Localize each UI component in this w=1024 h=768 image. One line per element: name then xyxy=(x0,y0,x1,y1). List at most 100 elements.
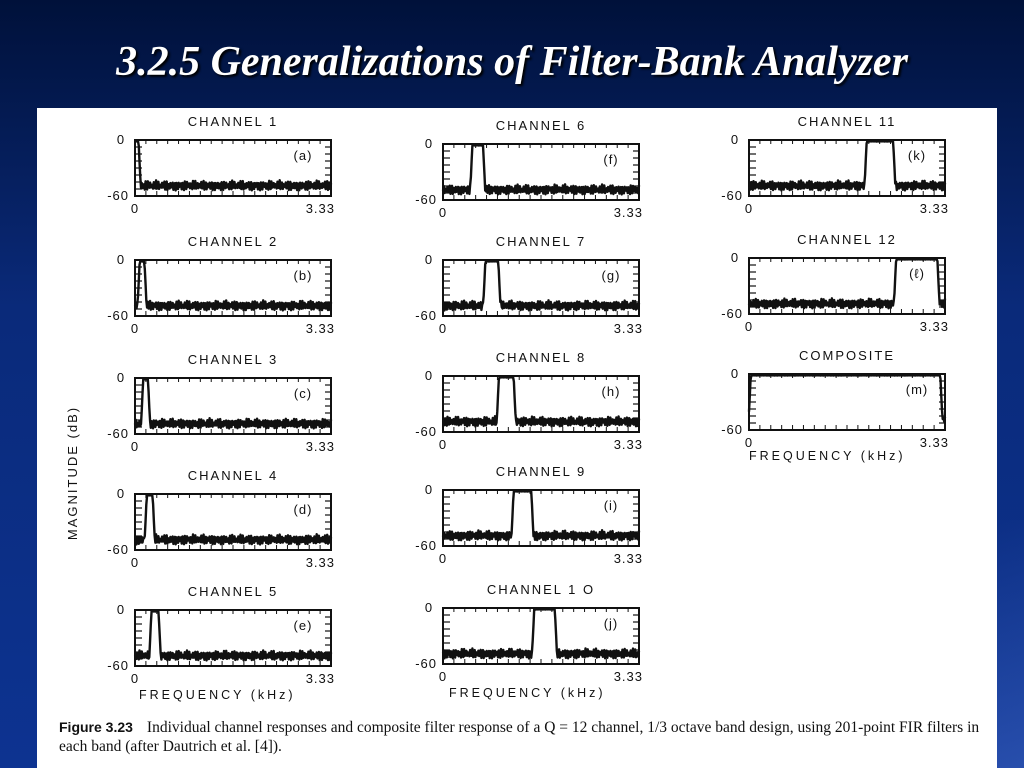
x-tick-label-end: 3.33 xyxy=(614,669,643,684)
panel-label: (a) xyxy=(294,148,313,163)
y-tick-label-bottom: -60 xyxy=(721,422,743,437)
x-axis-label-col3: FREQUENCY (kHz) xyxy=(749,449,906,463)
y-tick-label-bottom: -60 xyxy=(107,426,129,441)
caption-label: Figure 3.23 xyxy=(59,719,133,735)
channel-panel-12: CHANNEL 120-600 3.33(ℓ) xyxy=(721,232,949,334)
y-tick-label-bottom: -60 xyxy=(107,188,129,203)
x-tick-label-start: 0 xyxy=(131,201,139,216)
figure-caption: Figure 3.23 Individual channel responses … xyxy=(59,718,989,756)
response-curve xyxy=(134,139,333,192)
x-tick-label-end: 3.33 xyxy=(920,319,949,334)
channel-panel-9: CHANNEL 90-600 3.33(i) xyxy=(415,464,642,566)
x-tick-label-start: 0 xyxy=(439,551,447,566)
response-curve xyxy=(133,259,333,312)
x-axis-label-col1: FREQUENCY (kHz) xyxy=(139,688,296,702)
y-tick-label-top: 0 xyxy=(117,132,125,147)
y-tick-label-bottom: -60 xyxy=(415,538,437,553)
x-tick-label-end: 3.33 xyxy=(306,439,335,454)
filter-bank-figure: MAGNITUDE (dB) FREQUENCY (kHz) FREQUENCY… xyxy=(65,114,949,702)
channel-panel-10: CHANNEL 1 O0-600 3.33(j) xyxy=(415,582,643,684)
x-tick-label-start: 0 xyxy=(439,437,447,452)
response-curve xyxy=(747,257,947,310)
y-tick-label-bottom: -60 xyxy=(107,658,129,673)
channel-title: CHANNEL 12 xyxy=(797,232,897,247)
y-tick-label-top: 0 xyxy=(425,482,433,497)
response-curve xyxy=(441,375,641,428)
panel-label: (c) xyxy=(294,386,312,401)
channel-title: CHANNEL 2 xyxy=(188,234,278,249)
y-tick-label-top: 0 xyxy=(731,132,739,147)
panel-label: (g) xyxy=(602,268,621,283)
panel-label: (b) xyxy=(294,268,313,283)
x-tick-label-end: 3.33 xyxy=(920,435,949,450)
y-tick-label-top: 0 xyxy=(117,370,125,385)
slide-title: 3.2.5 Generalizations of Filter-Bank Ana… xyxy=(116,39,908,85)
channel-panel-4: CHANNEL 40-600 3.33(d) xyxy=(107,468,335,570)
response-curve xyxy=(133,609,333,662)
response-curve xyxy=(441,143,641,196)
panel-label: (h) xyxy=(602,384,621,399)
y-tick-label-top: 0 xyxy=(425,368,433,383)
channel-title: CHANNEL 7 xyxy=(496,234,586,249)
channel-title: CHANNEL 8 xyxy=(496,350,586,365)
caption-text: Individual channel responses and composi… xyxy=(59,719,980,755)
y-tick-label-top: 0 xyxy=(425,252,433,267)
x-tick-label-end: 3.33 xyxy=(614,437,643,452)
x-tick-label-end: 3.33 xyxy=(920,201,949,216)
panel-label: (d) xyxy=(294,502,313,517)
channel-panel-11: CHANNEL 110-600 3.33(k) xyxy=(721,114,949,216)
channel-title: CHANNEL 9 xyxy=(496,464,586,479)
x-tick-label-start: 0 xyxy=(131,321,139,336)
response-curve xyxy=(747,139,947,192)
channel-title: CHANNEL 6 xyxy=(496,118,586,133)
y-axis-label: MAGNITUDE (dB) xyxy=(65,406,80,540)
channel-title: CHANNEL 1 O xyxy=(487,582,595,597)
y-tick-label-top: 0 xyxy=(425,136,433,151)
panel-label: (ℓ) xyxy=(909,266,925,281)
x-tick-label-end: 3.33 xyxy=(306,201,335,216)
channel-title: CHANNEL 1 xyxy=(188,114,278,129)
channel-panel-5: CHANNEL 50-600 3.33(e) xyxy=(107,584,335,686)
x-tick-label-start: 0 xyxy=(131,555,139,570)
channel-panel-3: CHANNEL 30-600 3.33(c) xyxy=(107,352,335,454)
x-tick-label-end: 3.33 xyxy=(614,321,643,336)
x-tick-label-end: 3.33 xyxy=(306,671,335,686)
response-curve xyxy=(441,607,641,660)
panel-label: (k) xyxy=(908,148,926,163)
response-curve xyxy=(441,259,641,312)
y-tick-label-top: 0 xyxy=(117,486,125,501)
response-curve xyxy=(133,377,333,430)
x-tick-label-end: 3.33 xyxy=(306,321,335,336)
panel-label: (f) xyxy=(603,152,618,167)
y-tick-label-bottom: -60 xyxy=(415,656,437,671)
panel-label: (m) xyxy=(906,382,929,397)
figure-panel: MAGNITUDE (dB) FREQUENCY (kHz) FREQUENCY… xyxy=(37,108,997,768)
y-tick-label-top: 0 xyxy=(425,600,433,615)
y-tick-label-bottom: -60 xyxy=(415,192,437,207)
channel-title: CHANNEL 3 xyxy=(188,352,278,367)
channel-panel-6: CHANNEL 60-600 3.33(f) xyxy=(415,118,642,220)
channel-title: COMPOSITE xyxy=(799,348,895,363)
y-tick-label-top: 0 xyxy=(117,252,125,267)
channel-panel-2: CHANNEL 20-600 3.33(b) xyxy=(107,234,335,336)
y-tick-label-bottom: -60 xyxy=(721,188,743,203)
response-curve xyxy=(133,493,333,546)
y-tick-label-top: 0 xyxy=(731,366,739,381)
y-tick-label-bottom: -60 xyxy=(107,308,129,323)
x-axis-label-col2: FREQUENCY (kHz) xyxy=(449,686,606,700)
x-tick-label-start: 0 xyxy=(745,435,753,450)
x-tick-label-end: 3.33 xyxy=(306,555,335,570)
x-tick-label-start: 0 xyxy=(439,321,447,336)
x-tick-label-start: 0 xyxy=(131,671,139,686)
y-tick-label-bottom: -60 xyxy=(107,542,129,557)
panel-label: (j) xyxy=(604,616,619,631)
y-tick-label-top: 0 xyxy=(731,250,739,265)
channel-panel-7: CHANNEL 70-600 3.33(g) xyxy=(415,234,643,336)
response-curve xyxy=(441,489,641,542)
panel-label: (i) xyxy=(604,498,619,513)
y-tick-label-bottom: -60 xyxy=(415,308,437,323)
channel-title: CHANNEL 4 xyxy=(188,468,278,483)
channel-panel-1: CHANNEL 10-600 3.33(a) xyxy=(107,114,335,216)
x-tick-label-start: 0 xyxy=(745,201,753,216)
x-tick-label-start: 0 xyxy=(131,439,139,454)
